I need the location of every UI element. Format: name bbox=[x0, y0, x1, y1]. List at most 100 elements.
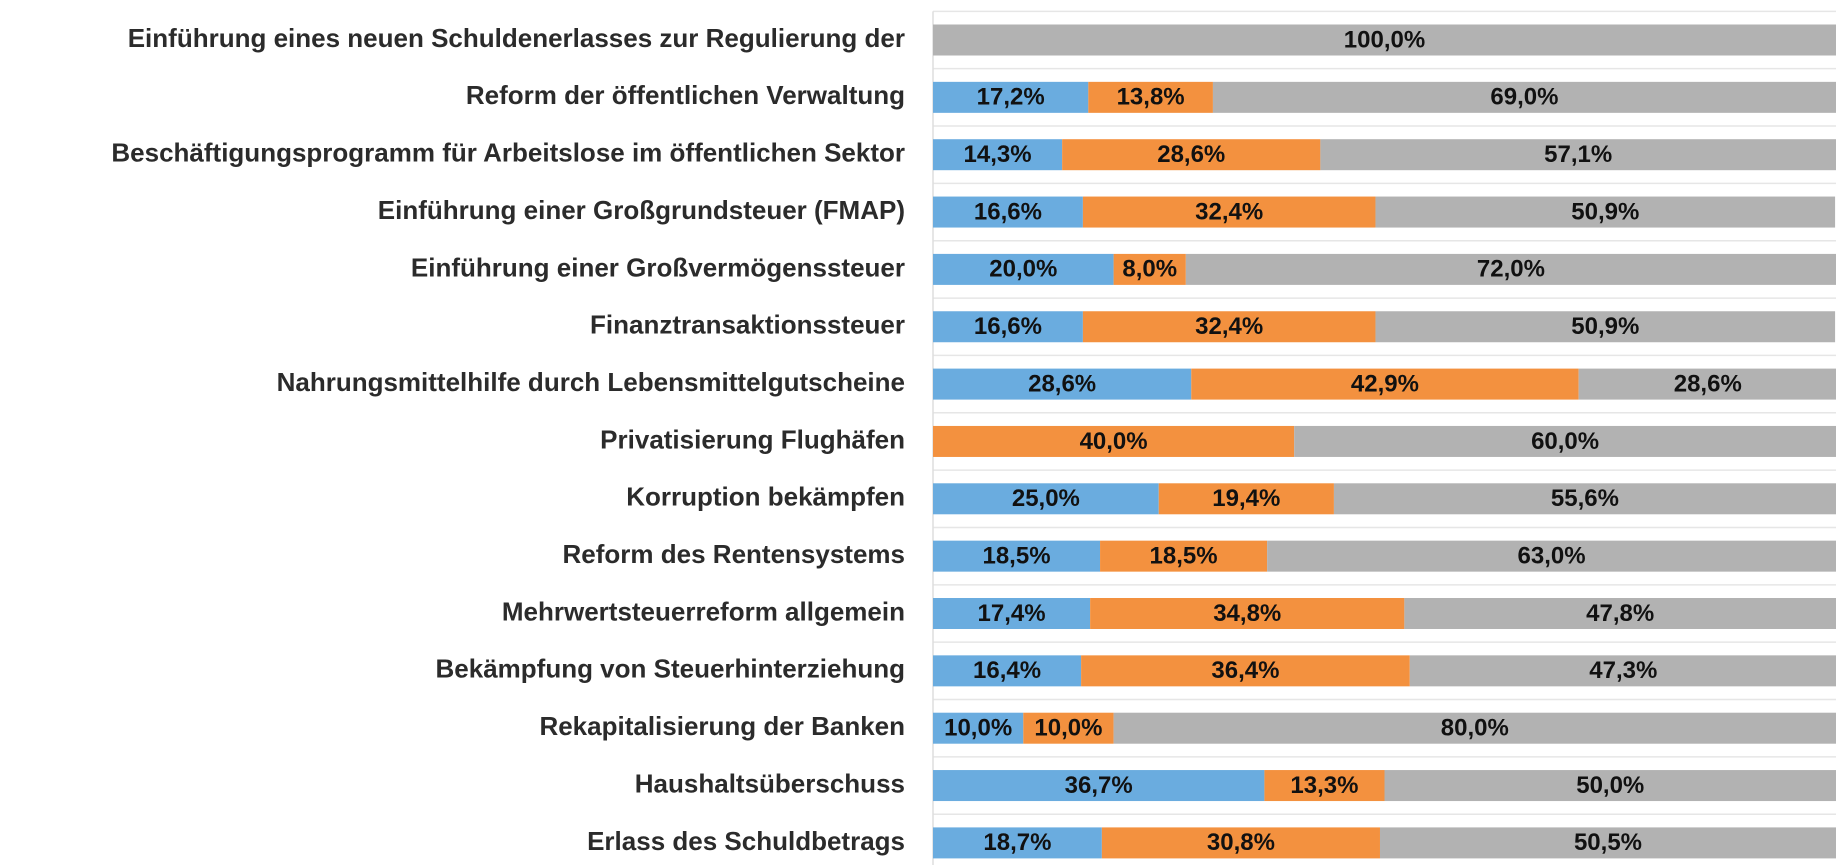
bar-segment bbox=[1088, 81, 1213, 113]
data-label: 60,0% bbox=[1531, 428, 1599, 455]
category-label: Beschäftigungsprogramm für Arbeitslose i… bbox=[111, 138, 905, 168]
data-label: 18,5% bbox=[1150, 542, 1218, 569]
category-label: Einführung einer Großvermögenssteuer bbox=[411, 252, 905, 282]
data-label: 13,3% bbox=[1290, 772, 1358, 799]
bar-segment bbox=[1294, 425, 1836, 457]
bar-segment bbox=[1212, 81, 1836, 113]
bar-segment bbox=[1100, 540, 1268, 572]
bar-segment bbox=[1264, 770, 1385, 802]
bar-segment bbox=[933, 139, 1063, 171]
bar-segment bbox=[933, 311, 1083, 343]
data-label: 28,6% bbox=[1157, 141, 1225, 168]
data-label: 47,8% bbox=[1586, 600, 1654, 627]
bar-segment bbox=[1409, 655, 1836, 687]
data-label: 36,7% bbox=[1065, 772, 1133, 799]
category-label: Einführung einer Großgrundsteuer (FMAP) bbox=[378, 195, 905, 225]
data-label: 8,0% bbox=[1122, 256, 1177, 283]
bar-segment bbox=[1267, 540, 1836, 572]
data-label: 25,0% bbox=[1012, 485, 1080, 512]
category-label: Rekapitalisierung der Banken bbox=[539, 711, 905, 741]
data-label: 69,0% bbox=[1490, 84, 1558, 111]
category-label: Korruption bekämpfen bbox=[626, 482, 905, 512]
data-label: 18,5% bbox=[982, 542, 1050, 569]
data-label: 13,8% bbox=[1117, 84, 1185, 111]
bar-segment bbox=[1375, 311, 1836, 343]
category-label: Reform des Rentensystems bbox=[563, 539, 905, 569]
category-label: Bekämpfung von Steuerhinterziehung bbox=[436, 654, 906, 684]
data-label: 36,4% bbox=[1211, 657, 1279, 684]
bar-segment bbox=[1404, 598, 1836, 629]
data-label: 72,0% bbox=[1477, 256, 1545, 283]
category-label: Reform der öffentlichen Verwaltung bbox=[466, 80, 905, 110]
data-label: 30,8% bbox=[1207, 829, 1275, 856]
data-label: 28,6% bbox=[1028, 370, 1096, 397]
bar-segment bbox=[933, 483, 1159, 515]
data-label: 32,4% bbox=[1195, 313, 1263, 340]
data-label: 63,0% bbox=[1518, 542, 1586, 569]
data-label: 47,3% bbox=[1589, 657, 1657, 684]
bar-segment bbox=[933, 655, 1082, 687]
bar-segment bbox=[1113, 253, 1186, 285]
data-label: 17,2% bbox=[977, 84, 1045, 111]
bar-segment bbox=[933, 540, 1101, 572]
bar-segment bbox=[1081, 655, 1410, 687]
bar-segment bbox=[933, 368, 1192, 400]
category-label: Mehrwertsteuerreform allgemein bbox=[502, 596, 905, 626]
data-label: 80,0% bbox=[1441, 715, 1509, 742]
bar-segment bbox=[1384, 770, 1836, 802]
category-label: Nahrungsmittelhilfe durch Lebensmittelgu… bbox=[277, 367, 905, 397]
bar-segment bbox=[1320, 139, 1836, 171]
data-label: 28,6% bbox=[1674, 370, 1742, 397]
bar-segment bbox=[1101, 827, 1380, 859]
bar-segment bbox=[933, 253, 1114, 285]
bar-segment bbox=[1158, 483, 1334, 515]
data-label: 16,6% bbox=[974, 313, 1042, 340]
bar-segment bbox=[1113, 712, 1836, 744]
data-label: 19,4% bbox=[1212, 485, 1280, 512]
data-label: 32,4% bbox=[1195, 198, 1263, 225]
bar-segment bbox=[1023, 712, 1114, 744]
bar-segment bbox=[1578, 368, 1836, 400]
data-label: 18,7% bbox=[983, 829, 1051, 856]
bar-segment bbox=[933, 425, 1295, 457]
data-label: 20,0% bbox=[989, 256, 1057, 283]
bar-segment bbox=[1333, 483, 1836, 515]
bar-segment bbox=[1185, 253, 1836, 285]
data-label: 55,6% bbox=[1551, 485, 1619, 512]
bar-segment bbox=[1191, 368, 1579, 400]
data-label: 34,8% bbox=[1213, 600, 1281, 627]
category-label: Finanztransaktionssteuer bbox=[590, 310, 905, 340]
category-label: Haushaltsüberschuss bbox=[635, 768, 905, 798]
bar-segment bbox=[1082, 196, 1376, 228]
data-label: 50,9% bbox=[1571, 313, 1639, 340]
data-label: 42,9% bbox=[1351, 370, 1419, 397]
data-label: 10,0% bbox=[1034, 715, 1102, 742]
category-label: Erlass des Schuldbetrags bbox=[587, 826, 905, 856]
bar-segment bbox=[933, 770, 1265, 802]
data-label: 40,0% bbox=[1080, 428, 1148, 455]
data-label: 50,0% bbox=[1576, 772, 1644, 799]
data-label: 10,0% bbox=[944, 715, 1012, 742]
bar-segment bbox=[933, 827, 1102, 859]
bar-segment bbox=[933, 24, 1836, 56]
data-label: 57,1% bbox=[1544, 141, 1612, 168]
data-label: 100,0% bbox=[1344, 26, 1425, 53]
bar-segment bbox=[1082, 311, 1376, 343]
bar-segment bbox=[933, 598, 1091, 629]
category-label: Privatisierung Flughäfen bbox=[600, 424, 905, 454]
bar-segment bbox=[933, 81, 1089, 113]
bar-segment bbox=[1090, 598, 1405, 629]
data-label: 16,4% bbox=[973, 657, 1041, 684]
data-label: 50,9% bbox=[1571, 198, 1639, 225]
category-label: Einführung eines neuen Schuldenerlasses … bbox=[128, 23, 905, 53]
bar-segment bbox=[933, 712, 1024, 744]
data-label: 50,5% bbox=[1574, 829, 1642, 856]
bar-segment bbox=[1062, 139, 1321, 171]
bar-segment bbox=[1379, 827, 1836, 859]
data-label: 14,3% bbox=[964, 141, 1032, 168]
bar-segment bbox=[1375, 196, 1836, 228]
bar-segment bbox=[933, 196, 1083, 228]
data-label: 16,6% bbox=[974, 198, 1042, 225]
data-label: 17,4% bbox=[978, 600, 1046, 627]
